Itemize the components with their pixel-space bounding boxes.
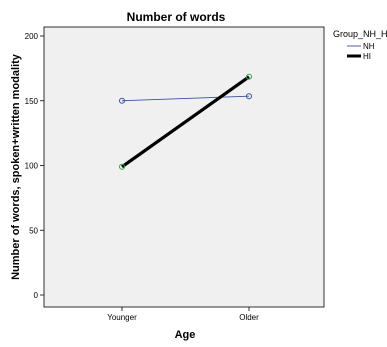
x-axis: Younger Older (107, 307, 259, 322)
y-axis-label: Number of words, spoken+written modality (10, 53, 22, 280)
y-tick-label: 0 (34, 291, 39, 300)
y-tick-label: 150 (25, 97, 39, 106)
legend-label-nh: NH (363, 42, 375, 51)
x-tick-label: Younger (107, 313, 137, 322)
data-point-nh (246, 93, 252, 100)
x-axis-label: Age (175, 329, 196, 341)
plot-area (43, 26, 325, 308)
y-tick-label: 50 (29, 226, 38, 235)
y-tick-label: 200 (25, 32, 39, 41)
y-tick-label: 100 (25, 162, 39, 171)
legend-label-hi: HI (363, 52, 371, 61)
data-point-nh (119, 97, 125, 104)
series-line-nh (121, 95, 250, 102)
chart-title: Number of words (127, 10, 226, 24)
data-point-hi (246, 73, 252, 80)
data-point-hi (119, 163, 125, 170)
y-axis: 0 50 100 150 200 (25, 32, 44, 300)
series-layer (119, 73, 252, 170)
x-tick-label: Older (239, 313, 259, 322)
legend-title: Group_NH_H (333, 29, 387, 39)
series-line-hi (121, 75, 250, 169)
